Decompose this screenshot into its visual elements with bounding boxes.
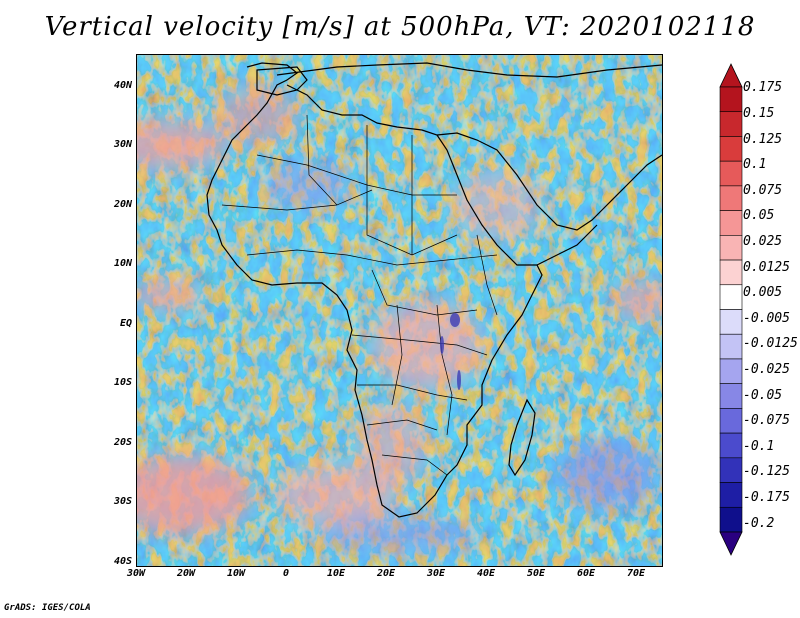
colorbar-swatch (719, 160, 743, 187)
colorbar-label: 0.15 (743, 106, 775, 121)
lon-label: 60E (576, 568, 596, 579)
colorbar-swatch (719, 333, 743, 360)
colorbar-label: -0.075 (743, 413, 790, 428)
colorbar-label: 0.125 (743, 132, 783, 147)
colorbar-swatch (719, 506, 743, 533)
lon-label: 70E (626, 568, 646, 579)
colorbar-label: -0.1 (743, 439, 775, 454)
lon-label: 30E (426, 568, 446, 579)
colorbar-swatch (719, 408, 743, 434)
lon-label: 50E (526, 568, 546, 579)
lat-label: 30S (113, 496, 132, 507)
lat-label: EQ (119, 318, 132, 329)
lat-label: 40S (113, 556, 132, 567)
colorbar-swatch (719, 432, 743, 459)
colorbar-label: -0.05 (743, 388, 783, 403)
lon-label: 10E (326, 568, 346, 579)
colorbar-label: -0.025 (743, 362, 790, 377)
lat-label: 10S (113, 377, 132, 388)
map-panel (136, 54, 663, 567)
colorbar-label: 0.1 (743, 157, 767, 172)
footer-credit: GrADS: IGES/COLA (4, 603, 91, 613)
colorbar-top-arrow (719, 63, 743, 88)
colorbar-swatch (719, 111, 743, 137)
coastlines (206, 62, 662, 518)
chart-title: Vertical velocity [m/s] at 500hPa, VT: 2… (44, 12, 756, 42)
lat-label: 40N (113, 80, 132, 91)
colorbar-label: 0.005 (743, 285, 783, 300)
lon-label: 10W (226, 568, 246, 579)
colorbar-swatch (719, 309, 743, 335)
lat-label: 30N (113, 139, 132, 150)
lon-label: 20E (376, 568, 396, 579)
colorbar-swatch (719, 482, 743, 508)
colorbar (719, 63, 743, 556)
lon-label: 0 (282, 568, 290, 579)
colorbar-label: -0.005 (743, 311, 790, 326)
colorbar-swatch (719, 210, 743, 236)
colorbar-label: -0.175 (743, 490, 790, 505)
colorbar-swatch (719, 358, 743, 384)
colorbar-swatch (719, 86, 743, 113)
colorbar-label: 0.05 (743, 208, 775, 223)
colorbar-label: -0.0125 (743, 336, 798, 351)
colorbar-label: 0.175 (743, 80, 783, 95)
colorbar-label: 0.075 (743, 183, 783, 198)
lon-label: 20W (176, 568, 196, 579)
colorbar-swatch (719, 235, 743, 261)
colorbar-bottom-arrow (719, 531, 743, 556)
colorbar-swatch (719, 383, 743, 409)
colorbar-swatch (719, 259, 743, 286)
colorbar-label: -0.125 (743, 464, 790, 479)
lat-label: 10N (113, 258, 132, 269)
colorbar-swatch (719, 136, 743, 162)
colorbar-swatch (719, 284, 743, 310)
country-borders (221, 114, 498, 476)
lat-label: 20S (113, 437, 132, 448)
lakes (440, 313, 461, 390)
colorbar-label: 0.025 (743, 234, 783, 249)
colorbar-swatch (719, 185, 743, 211)
colorbar-swatch (719, 457, 743, 483)
velocity-field-map (137, 55, 662, 566)
colorbar-label: -0.2 (743, 516, 775, 531)
lat-label: 20N (113, 199, 132, 210)
lon-label: 40E (476, 568, 496, 579)
lon-label: 30W (126, 568, 146, 579)
colorbar-label: 0.0125 (743, 260, 790, 275)
